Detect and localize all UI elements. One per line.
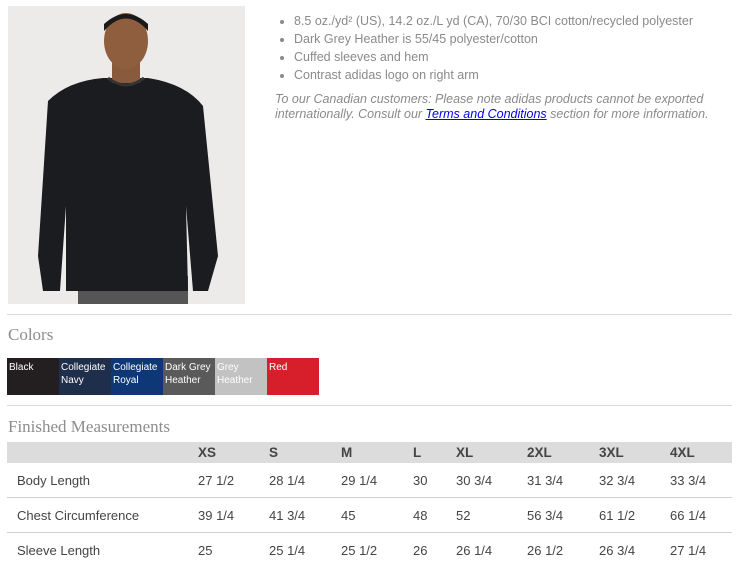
table-row: Body Length 27 1/2 28 1/4 29 1/4 30 30 3/4 31 … bbox=[7, 463, 732, 498]
measurement-cell: 30 3/4 bbox=[456, 463, 527, 498]
measurement-cell: 28 1/4 bbox=[269, 463, 341, 498]
divider bbox=[7, 405, 732, 406]
swatch-label: Dark Grey Heather bbox=[165, 362, 211, 386]
measurement-cell: 31 3/4 bbox=[527, 463, 599, 498]
product-image[interactable] bbox=[8, 6, 245, 304]
measurement-cell: 30 bbox=[413, 463, 456, 498]
measurement-cell: 25 1/4 bbox=[269, 542, 306, 558]
note-text: section for more information. bbox=[546, 107, 709, 121]
size-header: XS bbox=[198, 442, 269, 463]
table-row: Chest Circumference 39 1/4 41 3/4 45 48 52 56 … bbox=[7, 497, 732, 533]
measurement-cell: 27 1/2 bbox=[198, 463, 269, 498]
measurement-cell: 56 3/4 bbox=[527, 497, 599, 533]
measurement-cell: 26 3/4 bbox=[599, 542, 636, 558]
size-header: 2XL bbox=[527, 442, 599, 463]
measurement-cell: 27 1/4 bbox=[670, 542, 707, 558]
note-text: To our Canadian customers: Please note a… bbox=[275, 92, 704, 121]
product-description: 8.5 oz./yd² (US), 14.2 oz./L yd (CA), 70… bbox=[275, 15, 715, 122]
feature-item: Dark Grey Heather is 55/45 polyester/cot… bbox=[294, 33, 715, 46]
color-swatches: Black Collegiate Navy Collegiate Royal Dark… bbox=[7, 358, 319, 395]
measurement-cell: 33 3/4 bbox=[670, 463, 732, 498]
canadian-note: To our Canadian customers: Please note a… bbox=[275, 92, 715, 122]
size-header: 4XL bbox=[670, 442, 732, 463]
measurement-cell: 25 1/2 bbox=[341, 542, 378, 558]
feature-item: Contrast adidas logo on right arm bbox=[294, 69, 715, 82]
swatch-label: Grey Heather bbox=[217, 362, 253, 386]
header-blank bbox=[7, 442, 198, 463]
measurement-cell: 45 bbox=[341, 497, 413, 533]
measurement-cell: 25 bbox=[198, 542, 213, 558]
measurement-cell: 48 bbox=[413, 497, 456, 533]
measurement-cell: 66 1/4 bbox=[670, 497, 732, 533]
size-header: L bbox=[413, 442, 456, 463]
color-swatch[interactable]: Red bbox=[267, 358, 319, 395]
color-swatch[interactable]: Grey Heather bbox=[215, 358, 267, 395]
measurement-cell: 26 bbox=[413, 542, 428, 558]
measurement-cell: 41 3/4 bbox=[269, 497, 341, 533]
swatch-label: Red bbox=[269, 362, 288, 373]
color-swatch[interactable]: Black bbox=[7, 358, 59, 395]
swatch-label: Collegiate Navy bbox=[61, 362, 106, 386]
size-header: M bbox=[341, 442, 413, 463]
size-header: 3XL bbox=[599, 442, 670, 463]
row-label: Chest Circumference bbox=[7, 497, 198, 533]
row-label: Sleeve Length bbox=[17, 542, 101, 558]
feature-item: Cuffed sleeves and hem bbox=[294, 51, 715, 64]
divider bbox=[7, 314, 732, 315]
color-swatch[interactable]: Collegiate Navy bbox=[59, 358, 111, 395]
measurement-cell: 39 1/4 bbox=[198, 497, 269, 533]
color-swatch[interactable]: Dark Grey Heather bbox=[163, 358, 215, 395]
size-header: S bbox=[269, 442, 341, 463]
feature-item: 8.5 oz./yd² (US), 14.2 oz./L yd (CA), 70… bbox=[294, 15, 715, 28]
swatch-label: Collegiate Royal bbox=[113, 362, 158, 386]
color-swatch[interactable]: Collegiate Royal bbox=[111, 358, 163, 395]
table-header: XS S M L XL 2XL 3XL 4XL bbox=[7, 442, 732, 463]
measurements-title: Finished Measurements bbox=[8, 417, 170, 436]
measurement-cell: 29 1/4 bbox=[341, 463, 413, 498]
terms-link[interactable]: Terms and Conditions bbox=[425, 107, 547, 121]
measurement-cell: 61 1/2 bbox=[599, 497, 670, 533]
measurement-cell: 26 1/2 bbox=[527, 542, 564, 558]
measurement-cell: 52 bbox=[456, 497, 527, 533]
table-row: Sleeve Length 25 25 1/4 25 1/2 26 26 1/4 26 1/… bbox=[7, 533, 732, 568]
measurement-cell: 32 3/4 bbox=[599, 463, 670, 498]
colors-title: Colors bbox=[8, 325, 54, 344]
measurement-cell: 26 1/4 bbox=[456, 542, 493, 558]
size-header: XL bbox=[456, 442, 527, 463]
row-label: Body Length bbox=[7, 463, 198, 498]
measurements-table: XS S M L XL 2XL 3XL 4XL Body Length 27 1/2 28 1/4… bbox=[7, 442, 732, 567]
swatch-label: Black bbox=[9, 362, 34, 373]
